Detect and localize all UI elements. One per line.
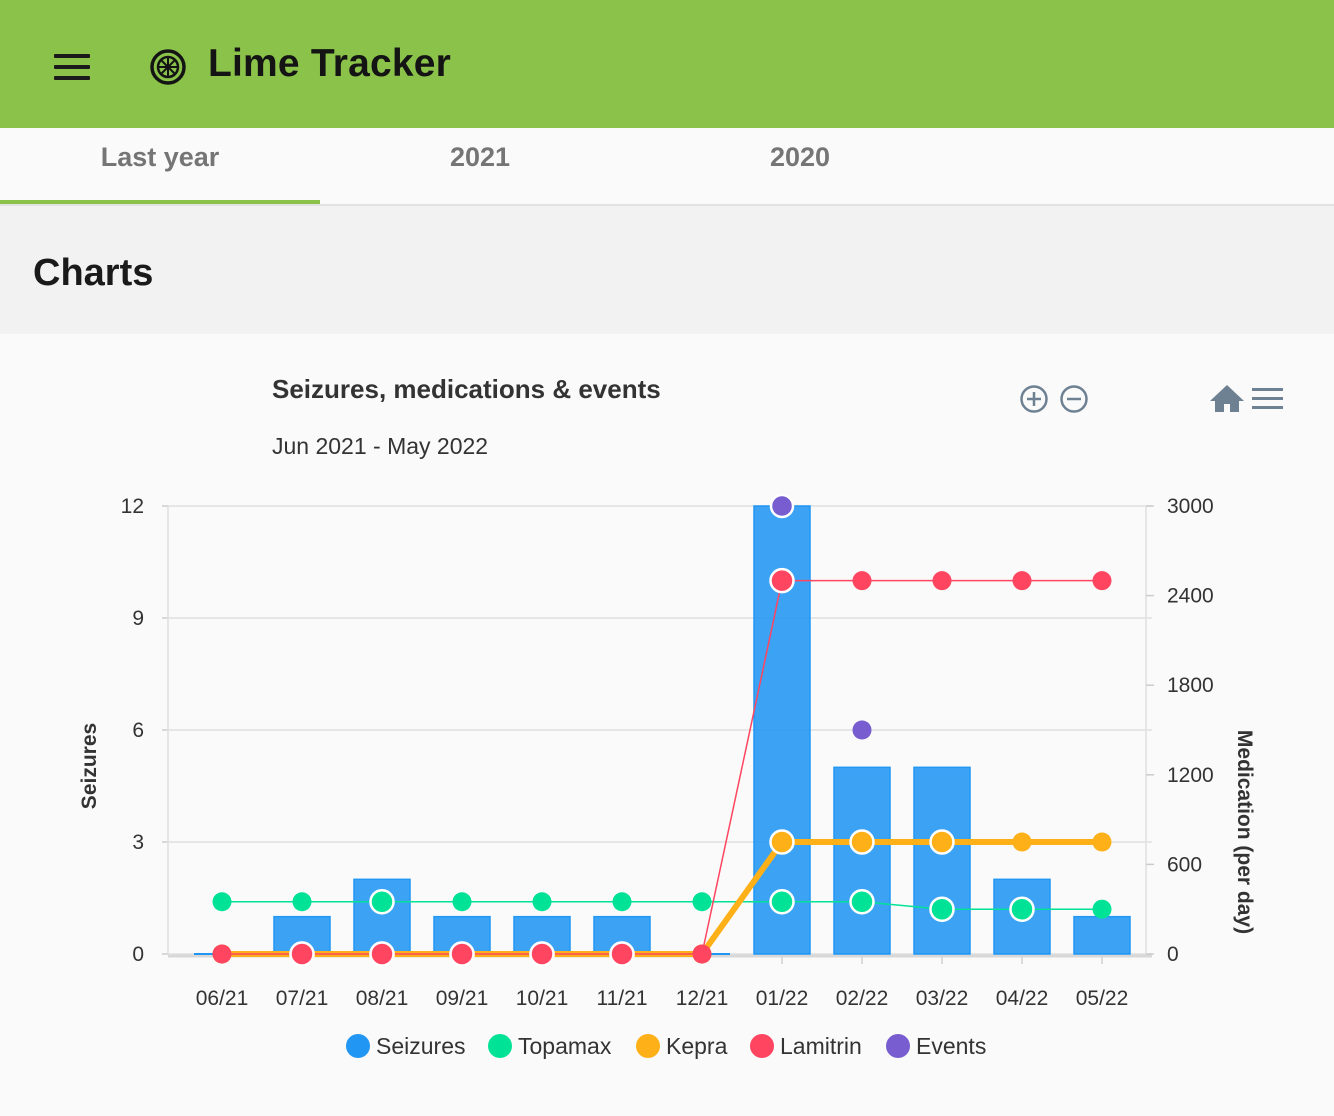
y-axis-right-title: Medication (per day) [1233, 730, 1256, 934]
y-right-tick-label: 600 [1167, 853, 1202, 876]
kepra-marker [769, 829, 795, 855]
x-tick-label: 02/22 [836, 987, 889, 1010]
y-axis-left-title: Seizures [78, 723, 101, 809]
x-tick-label: 12/21 [676, 987, 729, 1010]
section-header: Charts [0, 206, 1334, 334]
topamax-marker [292, 892, 312, 912]
chart-subtitle: Jun 2021 - May 2022 [272, 433, 488, 459]
chart-legend: Seizures Topamax Kepra Lamitrin Events [346, 1033, 986, 1059]
hamburger-menu-icon[interactable] [52, 48, 92, 86]
y-right-tick-label: 1200 [1167, 764, 1214, 787]
topamax-marker [369, 888, 395, 915]
y-right-tick-label: 0 [1167, 943, 1179, 966]
zoom-out-icon[interactable] [1060, 385, 1088, 413]
kepra-marker [1092, 832, 1112, 852]
x-tick-label: 08/21 [356, 987, 409, 1010]
lamitrin-marker [289, 941, 315, 967]
event-marker [852, 720, 872, 740]
x-tick-label: 03/22 [916, 987, 969, 1010]
legend-label: Topamax [518, 1033, 612, 1059]
kepra-marker [1012, 832, 1032, 852]
year-tabs: Last year 2021 2020 [0, 128, 1334, 206]
lamitrin-marker [1092, 571, 1112, 591]
tab-label: Last year [100, 142, 220, 172]
lamitrin-marker [932, 571, 952, 591]
lamitrin-line [222, 579, 1102, 955]
zoom-in-icon[interactable] [1020, 385, 1048, 413]
legend-marker [636, 1034, 660, 1058]
topamax-marker [212, 892, 232, 912]
kepra-marker [849, 829, 875, 855]
lamitrin-marker [449, 941, 475, 967]
tab-last-year[interactable]: Last year [0, 128, 320, 204]
topamax-marker [532, 892, 552, 912]
y-left-tick-label: 3 [132, 831, 144, 854]
lamitrin-marker [212, 944, 232, 964]
lamitrin-marker [1012, 571, 1032, 591]
menu-icon[interactable] [1252, 388, 1283, 409]
x-tick-label: 07/21 [276, 987, 329, 1010]
topamax-marker [452, 892, 472, 912]
legend-marker [886, 1034, 910, 1058]
tab-label: 2020 [769, 142, 831, 172]
medication-lines [222, 579, 1102, 957]
topamax-marker [929, 896, 955, 922]
app-bar: Lime Tracker [0, 0, 1334, 128]
lamitrin-marker [692, 944, 712, 964]
y-right-tick-label: 3000 [1167, 495, 1214, 518]
y-left-tick-label: 9 [132, 607, 144, 630]
seizure-bar [833, 766, 891, 955]
x-tick-label: 09/21 [436, 987, 489, 1010]
legend-marker [488, 1034, 512, 1058]
y-right-tick-label: 2400 [1167, 585, 1214, 608]
legend-label: Events [916, 1033, 986, 1059]
lamitrin-marker [369, 941, 395, 967]
y-left-tick-label: 12 [121, 495, 144, 518]
y-axis-left-ticks: 0 3 6 9 12 [121, 495, 144, 966]
seizure-bar [913, 766, 971, 955]
topamax-marker [849, 888, 875, 915]
section-title: Charts [33, 252, 154, 294]
seizure-bar [1073, 915, 1131, 955]
legend-label: Kepra [666, 1033, 728, 1059]
x-tick-label: 06/21 [196, 987, 249, 1010]
lamitrin-marker [769, 567, 795, 594]
lamitrin-marker [609, 941, 635, 967]
y-left-tick-label: 0 [132, 943, 144, 966]
y-axis-right-ticks: 0 600 1200 1800 2400 3000 [1167, 495, 1214, 966]
topamax-marker [769, 888, 795, 915]
lamitrin-marker [529, 941, 555, 967]
tab-2021[interactable]: 2021 [320, 128, 640, 204]
legend-marker [750, 1034, 774, 1058]
x-tick-label: 10/21 [516, 987, 569, 1010]
topamax-marker [692, 892, 712, 912]
kepra-marker [929, 829, 955, 855]
x-tick-label: 04/22 [996, 987, 1049, 1010]
app-title: Lime Tracker [208, 42, 452, 85]
home-icon[interactable] [1210, 385, 1244, 412]
legend-marker [346, 1034, 370, 1058]
event-marker [769, 493, 795, 519]
lamitrin-marker [852, 571, 872, 591]
x-tick-label: 01/22 [756, 987, 809, 1010]
y-left-tick-label: 6 [132, 719, 144, 742]
chart-title: Seizures, medications & events [272, 374, 661, 404]
x-axis-ticks: 06/21 07/21 08/21 09/21 10/21 11/21 12/21 01/22… [196, 987, 1129, 1010]
chart-container: Seizures, medications & events Jun 2021 … [0, 334, 1334, 1116]
topamax-marker [1009, 896, 1035, 922]
tab-label: 2021 [449, 142, 511, 172]
tab-2020[interactable]: 2020 [640, 128, 960, 204]
topamax-marker [1092, 899, 1112, 919]
y-right-tick-label: 1800 [1167, 674, 1214, 697]
legend-label: Seizures [376, 1033, 465, 1059]
x-tick-label: 11/21 [597, 987, 648, 1010]
chart-svg: Seizures, medications & events Jun 2021 … [78, 374, 1283, 1059]
lime-slice-icon [150, 49, 186, 85]
topamax-marker [612, 892, 632, 912]
topamax-line [222, 900, 1102, 910]
data-points [212, 493, 1112, 967]
x-tick-label: 05/22 [1076, 987, 1129, 1010]
legend-label: Lamitrin [780, 1033, 862, 1059]
